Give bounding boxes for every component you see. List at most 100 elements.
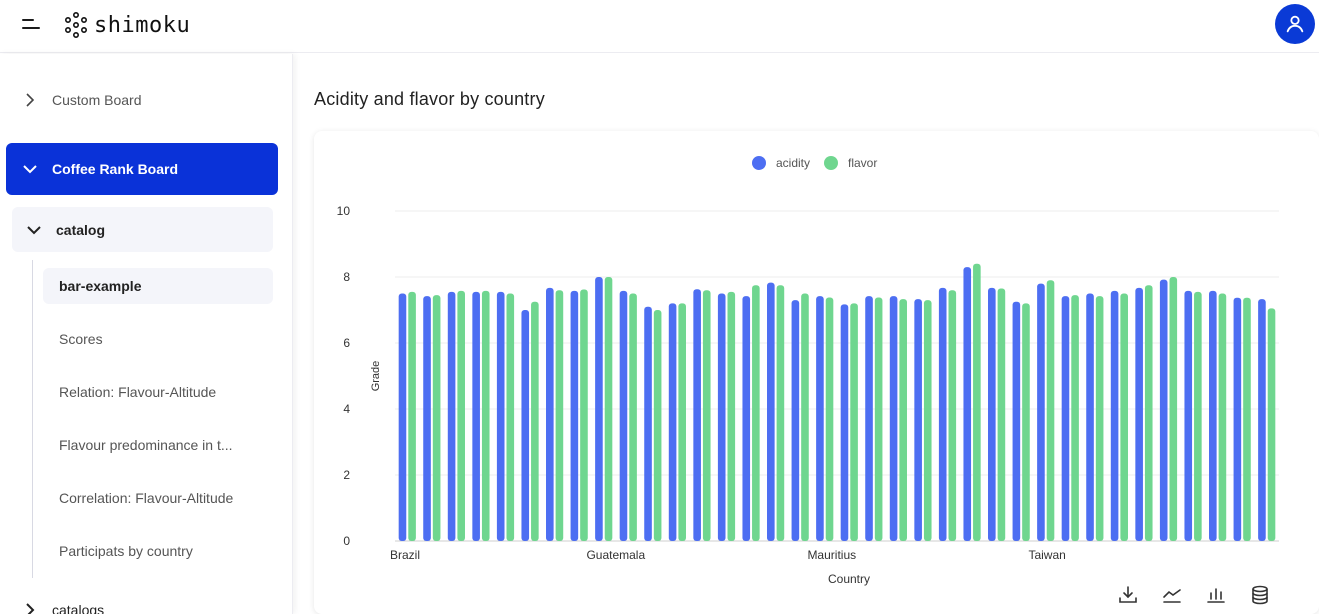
bar-flavor: [752, 285, 760, 541]
chevron-down-icon: [23, 165, 37, 174]
bar-flavor: [1144, 285, 1153, 541]
bar-flavor: [481, 290, 490, 541]
bar-acidity: [938, 287, 947, 541]
bar-acidity: [1110, 290, 1119, 541]
brand-logo[interactable]: shimoku: [62, 10, 190, 40]
database-icon[interactable]: [1249, 584, 1271, 606]
bar-flavor: [973, 263, 981, 541]
line-chart-icon[interactable]: [1161, 584, 1183, 606]
bar-flavor: [1120, 293, 1128, 541]
bar-flavor: [702, 290, 711, 541]
bar-acidity: [1233, 297, 1242, 541]
bar-acidity: [1086, 293, 1094, 541]
bar-flavor: [923, 300, 932, 541]
bar-acidity: [472, 291, 480, 541]
bar-flavor: [1022, 303, 1030, 541]
sidebar-subitem-bar-example[interactable]: bar-example: [43, 268, 273, 304]
bar-flavor: [408, 291, 416, 541]
sidebar-subitem-flavour-predominance[interactable]: Flavour predominance in t...: [59, 437, 233, 453]
y-tick-label: 0: [343, 534, 350, 548]
chevron-right-icon: [26, 93, 35, 107]
bar-acidity: [865, 296, 873, 541]
bar-acidity: [914, 299, 922, 541]
bar-acidity: [816, 296, 824, 541]
bar-acidity: [546, 287, 554, 541]
bar-acidity: [447, 291, 456, 541]
tree-guide-line: [32, 260, 33, 578]
legend-marker-acidity: [752, 156, 766, 170]
bar-acidity: [889, 296, 898, 541]
bar-flavor: [604, 277, 613, 541]
y-axis-title: Grade: [370, 361, 382, 392]
bar-chart-icon[interactable]: [1205, 584, 1227, 606]
bar-acidity: [1258, 299, 1266, 541]
download-icon[interactable]: [1117, 584, 1139, 606]
sidebar-subitem-relation-flavour-altitude[interactable]: Relation: Flavour-Altitude: [59, 384, 217, 400]
bar-flavor: [1169, 277, 1178, 541]
bar-flavor: [997, 288, 1006, 541]
bar-acidity: [1184, 290, 1193, 541]
bar-flavor: [653, 310, 662, 541]
bar-acidity: [398, 293, 407, 541]
bar-flavor: [1194, 291, 1202, 541]
bar-chart: 0 2 4 6 8 10 Brazil Guatemala Mauritius Taiwan Cou…: [337, 156, 1279, 586]
bar-acidity: [521, 310, 530, 541]
bar-acidity: [668, 303, 677, 541]
menu-icon[interactable]: [20, 14, 44, 36]
bar-flavor: [506, 293, 515, 541]
sidebar-item-catalogs[interactable]: catalogs: [22, 598, 104, 614]
bar-acidity: [840, 304, 849, 541]
bar-flavor: [850, 303, 858, 541]
bar-acidity: [1037, 283, 1045, 541]
sidebar-subitem-correlation-flavour-altitude[interactable]: Correlation: Flavour-Altitude: [59, 490, 234, 506]
bar-flavor: [727, 291, 736, 541]
y-tick-label: 4: [343, 402, 350, 416]
page-title: Acidity and flavor by country: [314, 89, 545, 109]
brand-name: shimoku: [94, 12, 191, 38]
bar-acidity: [619, 290, 628, 541]
shimoku-logo-icon: [64, 11, 87, 38]
bar-acidity: [742, 296, 751, 541]
sidebar-item-label: Custom Board: [52, 92, 142, 108]
bar-flavor: [1267, 308, 1276, 541]
sidebar-item-label: Coffee Rank Board: [52, 161, 179, 177]
sidebar-subitem-scores[interactable]: Scores: [59, 331, 103, 347]
y-tick-label: 10: [337, 204, 351, 218]
bar-flavor: [432, 295, 441, 541]
bar-acidity: [570, 290, 579, 541]
bar-flavor: [776, 285, 785, 541]
bar-flavor: [457, 290, 465, 541]
user-icon: [1286, 15, 1304, 33]
bar-acidity: [423, 296, 431, 541]
y-tick-label: 6: [343, 336, 350, 350]
bar-acidity: [644, 306, 652, 541]
sidebar-item-catalog[interactable]: catalog: [12, 207, 273, 252]
bar-flavor: [874, 297, 883, 541]
sidebar-item-label: catalogs: [52, 602, 105, 614]
x-tick-label: Brazil: [390, 548, 420, 562]
sidebar-subitem-participats-by-country[interactable]: Participats by country: [59, 543, 193, 559]
legend-label-acidity: acidity: [776, 156, 810, 170]
x-tick-label: Taiwan: [1028, 548, 1065, 562]
bar-acidity: [693, 289, 701, 541]
x-axis-title: Country: [828, 572, 870, 586]
bar-acidity: [1135, 287, 1143, 541]
bar-flavor: [1243, 297, 1251, 541]
bar-acidity: [791, 300, 800, 541]
bar-acidity: [717, 293, 726, 541]
bar-acidity: [1159, 279, 1168, 541]
bar-flavor: [678, 303, 686, 541]
user-avatar-button[interactable]: [1275, 4, 1315, 44]
bar-flavor: [1071, 295, 1079, 541]
bar-flavor: [948, 290, 957, 541]
bar-acidity: [496, 291, 505, 541]
bar-flavor: [531, 301, 539, 541]
sidebar-item-custom-board[interactable]: Custom Board: [22, 88, 141, 112]
y-tick-label: 2: [343, 468, 350, 482]
x-tick-label: Guatemala: [586, 548, 645, 562]
sidebar-item-coffee-rank-board[interactable]: Coffee Rank Board: [6, 143, 278, 195]
bar-acidity: [595, 277, 603, 541]
bar-flavor: [899, 299, 907, 541]
bar-flavor: [1218, 293, 1227, 541]
chevron-down-icon: [27, 225, 41, 234]
